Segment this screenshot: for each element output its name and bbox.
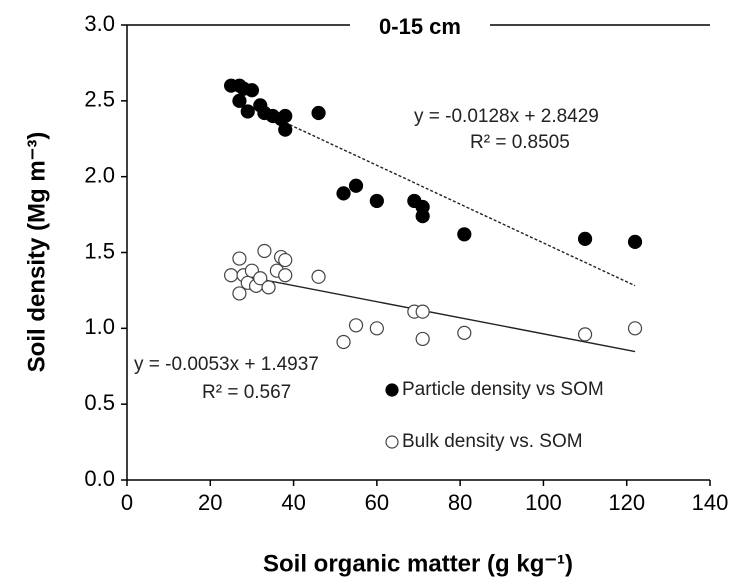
point [336,334,351,350]
legend-label: Bulk density vs. SOM [402,431,583,452]
legend-label: Particle density vs SOM [402,379,604,400]
trend-r2: R² = 0.567 [202,382,291,403]
point [278,268,293,283]
y-tick-label: 3.0 [84,11,115,36]
point [232,286,247,301]
y-tick-label: 2.5 [84,87,115,112]
point [577,231,593,246]
trend-equation: y = -0.0128x + 2.8429 [414,106,599,127]
point [244,83,260,98]
point [415,331,430,347]
point [457,227,472,242]
point [457,325,472,340]
x-tick-label: 0 [121,490,133,515]
point [415,209,430,224]
trend-equation: y = -0.0053x + 1.4937 [134,354,319,375]
point [336,186,351,201]
trend-line [230,272,636,353]
point [253,271,268,286]
y-tick-label: 0.0 [84,466,115,491]
point [311,269,326,284]
point [278,252,293,268]
y-axis-title: Soil density (Mg m⁻³) [23,132,50,373]
x-tick-label: 80 [448,490,472,515]
legend-marker [385,435,399,449]
point [257,243,272,259]
point [577,327,593,342]
x-tick-label: 140 [692,490,729,515]
y-tick-label: 2.0 [84,162,115,187]
x-tick-label: 40 [281,490,305,515]
point [627,321,643,336]
x-tick-label: 100 [525,490,562,515]
y-tick-label: 1.5 [84,238,115,263]
trend-line [284,121,636,287]
point [224,268,239,283]
trend-r2: R² = 0.8505 [470,132,570,153]
point [278,108,293,124]
point [261,280,276,295]
y-tick-label: 0.5 [84,390,115,415]
point [232,251,247,266]
point [278,122,293,137]
chart-title: 0-15 cm [379,14,461,39]
point [348,178,364,193]
point [311,105,326,121]
point [232,93,247,108]
x-tick-label: 120 [608,490,645,515]
legend-marker [385,383,399,397]
point [240,104,255,119]
x-tick-label: 20 [198,490,222,515]
point [348,318,364,333]
point [369,321,384,336]
point [627,234,643,249]
point [369,193,384,209]
x-axis-title: Soil organic matter (g kg⁻¹) [263,550,573,577]
y-tick-label: 1.0 [84,314,115,339]
point [415,304,430,319]
x-tick-label: 60 [365,490,389,515]
